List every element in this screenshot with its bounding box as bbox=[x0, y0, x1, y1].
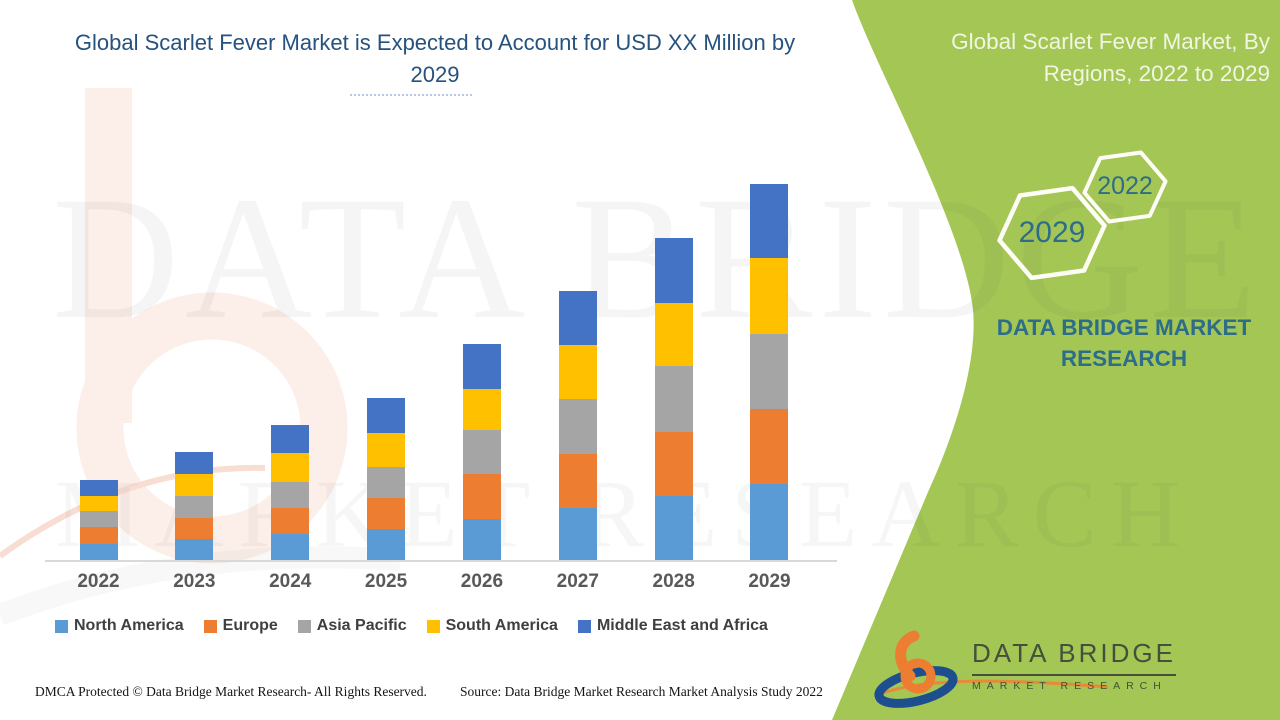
databridge-logo-text: DATA BRIDGE MARKET RESEARCH bbox=[972, 638, 1176, 692]
bar-segment-2025-north-america bbox=[367, 529, 406, 560]
bar-segment-2023-europe bbox=[175, 518, 214, 539]
legend-item-north-america: North America bbox=[55, 617, 184, 635]
legend-item-middle-east-and-africa: Middle East and Africa bbox=[577, 617, 768, 635]
bar-segment-2026-middle-east-and-africa bbox=[462, 344, 501, 389]
bar-segment-2027-north-america bbox=[558, 508, 597, 560]
hexagon-2029-label: 2029 bbox=[1018, 216, 1086, 249]
bar-segment-2029-asia-pacific bbox=[750, 334, 789, 409]
legend-label: Asia Pacific bbox=[316, 617, 407, 634]
bar-segment-2026-asia-pacific bbox=[462, 430, 501, 474]
legend-swatch-icon bbox=[297, 619, 311, 633]
bar-segment-2027-south-america bbox=[558, 345, 597, 399]
x-axis-label-2024: 2024 bbox=[269, 571, 312, 592]
green-panel-shape bbox=[832, 0, 1280, 720]
stacked-bar-2027 bbox=[558, 291, 597, 560]
bar-segment-2023-middle-east-and-africa bbox=[175, 452, 214, 474]
panel-brand-text: DATA BRIDGE MARKET RESEARCH bbox=[996, 315, 1252, 371]
hexagon-2022-icon bbox=[1082, 150, 1168, 224]
x-axis-label-2028: 2028 bbox=[652, 571, 695, 592]
stacked-bar-2024 bbox=[271, 425, 310, 560]
watermark-text-line2: MARKET RESEARCH bbox=[55, 460, 1195, 567]
bar-segment-2025-south-america bbox=[367, 433, 406, 467]
bar-segment-2025-middle-east-and-africa bbox=[367, 398, 406, 433]
bar-segment-2029-north-america bbox=[750, 484, 789, 560]
dotted-accent-line bbox=[350, 94, 472, 96]
x-axis-label-2027: 2027 bbox=[556, 571, 599, 592]
bar-segment-2027-asia-pacific bbox=[558, 399, 597, 454]
dmca-notice: DMCA Protected © Data Bridge Market Rese… bbox=[35, 684, 427, 699]
stacked-bar-2022 bbox=[79, 480, 118, 560]
bar-segment-2024-europe bbox=[271, 508, 310, 534]
bar-segment-2024-asia-pacific bbox=[271, 482, 310, 508]
legend-label: North America bbox=[74, 617, 184, 634]
bar-segment-2026-north-america bbox=[462, 519, 501, 560]
legend-item-asia-pacific: Asia Pacific bbox=[297, 617, 407, 635]
hexagon-2022-label: 2022 bbox=[1097, 172, 1153, 200]
bar-segment-2028-north-america bbox=[654, 496, 693, 560]
x-axis-label-2029: 2029 bbox=[748, 571, 791, 592]
bar-segment-2029-europe bbox=[750, 409, 789, 484]
bar-segment-2026-south-america bbox=[462, 389, 501, 430]
bar-segment-2024-south-america bbox=[271, 453, 310, 482]
logo-subtitle: MARKET RESEARCH bbox=[972, 680, 1167, 692]
bar-segment-2026-europe bbox=[462, 474, 501, 519]
bar-segment-2029-middle-east-and-africa bbox=[750, 184, 789, 258]
bar-segment-2028-south-america bbox=[654, 303, 693, 366]
legend-item-europe: Europe bbox=[203, 617, 278, 635]
bar-segment-2022-south-america bbox=[79, 496, 118, 511]
source-note: Source: Data Bridge Market Research Mark… bbox=[460, 684, 823, 699]
x-axis-line bbox=[45, 560, 837, 562]
bar-segment-2027-middle-east-and-africa bbox=[558, 291, 597, 345]
bar-segment-2022-europe bbox=[79, 527, 118, 544]
bar-segment-2027-europe bbox=[558, 454, 597, 508]
bar-segment-2023-south-america bbox=[175, 474, 214, 496]
stacked-bar-2028 bbox=[654, 238, 693, 560]
bar-segment-2025-asia-pacific bbox=[367, 467, 406, 498]
legend-label: South America bbox=[445, 617, 558, 634]
legend-swatch-icon bbox=[55, 619, 68, 633]
watermark-text-line1: DATA BRIDGE bbox=[52, 161, 1263, 356]
x-axis-label-2023: 2023 bbox=[173, 571, 216, 592]
stacked-bar-2025 bbox=[367, 398, 406, 560]
chart-title: Global Scarlet Fever Market is Expected … bbox=[74, 30, 796, 87]
bar-segment-2024-north-america bbox=[271, 534, 310, 560]
stacked-bar-2029 bbox=[750, 184, 789, 560]
legend-label: Europe bbox=[222, 617, 278, 634]
bar-segment-2028-asia-pacific bbox=[654, 366, 693, 432]
x-axis-label-2025: 2025 bbox=[364, 571, 408, 592]
databridge-logo-icon bbox=[874, 630, 1109, 708]
bar-segment-2024-middle-east-and-africa bbox=[271, 425, 310, 453]
bar-segment-2022-middle-east-and-africa bbox=[79, 480, 118, 496]
bar-segment-2029-south-america bbox=[750, 258, 789, 334]
legend-swatch-icon bbox=[203, 619, 217, 633]
bar-segment-2023-north-america bbox=[175, 539, 214, 560]
hexagon-2029-icon bbox=[997, 185, 1107, 281]
bar-segment-2023-asia-pacific bbox=[175, 496, 214, 518]
bar-segment-2028-middle-east-and-africa bbox=[654, 238, 693, 303]
x-axis-label-2026: 2026 bbox=[460, 571, 504, 592]
legend-swatch-icon bbox=[577, 619, 591, 633]
logo-name: DATA BRIDGE bbox=[972, 638, 1176, 676]
bar-segment-2022-north-america bbox=[79, 544, 118, 560]
chart-legend: North America Europe Asia Pacific South Ame… bbox=[55, 617, 768, 635]
legend-swatch-icon bbox=[426, 619, 440, 633]
bar-segment-2028-europe bbox=[654, 432, 693, 496]
legend-item-south-america: South America bbox=[426, 617, 558, 635]
panel-title: Global Scarlet Fever Market, By Regions,… bbox=[951, 29, 1270, 86]
bar-segment-2025-europe bbox=[367, 498, 406, 529]
legend-label: Middle East and Africa bbox=[596, 617, 768, 634]
bar-segment-2022-asia-pacific bbox=[79, 511, 118, 527]
stacked-bar-2023 bbox=[175, 452, 214, 560]
stacked-bar-2026 bbox=[462, 344, 501, 560]
x-axis-label-2022: 2022 bbox=[77, 571, 120, 592]
